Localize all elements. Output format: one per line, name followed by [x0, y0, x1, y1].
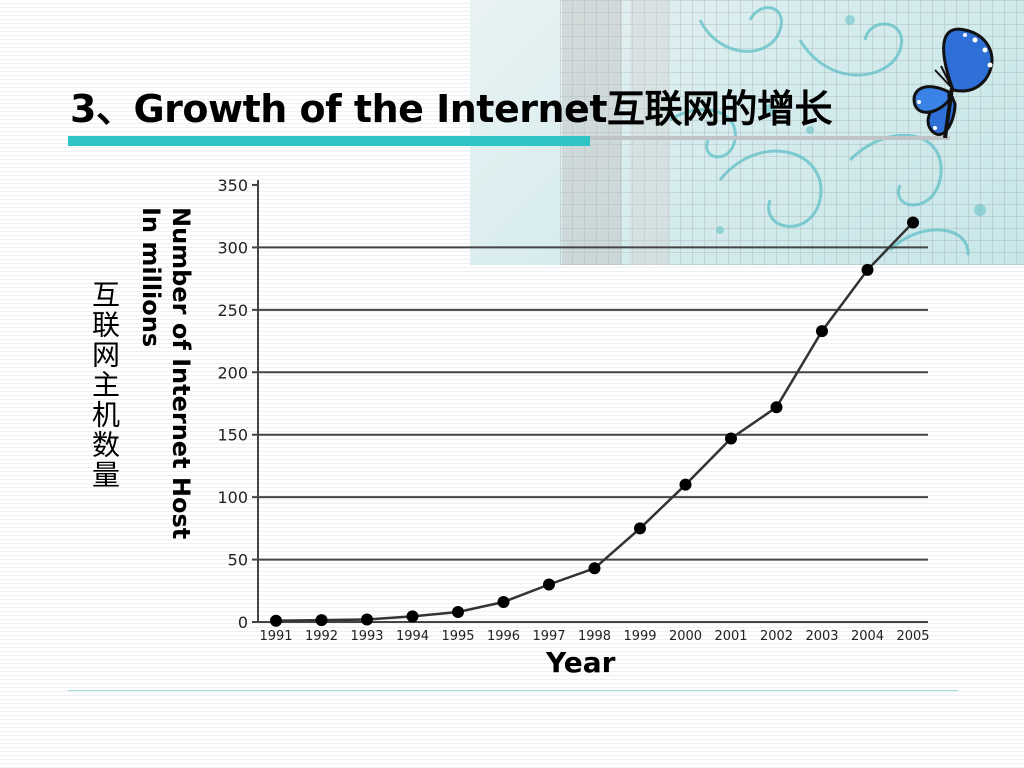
x-tick-label: 1999 — [623, 629, 656, 644]
x-tick-label: 2002 — [760, 629, 793, 644]
x-tick-label: 1995 — [441, 629, 474, 644]
data-point — [861, 263, 874, 276]
data-point — [725, 432, 737, 445]
data-point — [452, 606, 464, 619]
data-point — [770, 401, 783, 414]
y-tick-label: 300 — [217, 238, 248, 257]
y-tick-label: 0 — [238, 613, 248, 632]
y-tick-label: 100 — [217, 488, 248, 507]
data-point — [497, 596, 510, 609]
y-tick-label: 250 — [217, 301, 248, 320]
y-axis-label-line2: In millions — [137, 207, 165, 348]
x-tick-label: 2004 — [851, 629, 884, 644]
title-underline — [68, 136, 590, 146]
bottom-divider — [68, 690, 958, 691]
y-tick-label: 50 — [228, 551, 248, 570]
decorative-strip — [630, 0, 670, 265]
data-point — [679, 478, 692, 491]
x-tick-label: 2000 — [669, 629, 702, 644]
x-tick-label: 2005 — [896, 629, 929, 644]
line-chart: 0 50 100 150 200 250 300 350 1991 1992 1993 1994 199… — [217, 176, 929, 644]
data-point — [588, 562, 601, 575]
data-point — [816, 325, 828, 338]
x-tick-label: 1993 — [350, 629, 383, 644]
x-tick-label: 1997 — [532, 629, 565, 644]
y-tick-label: 200 — [217, 363, 248, 382]
data-point — [907, 216, 919, 229]
data-point — [543, 578, 555, 591]
butterfly-icon — [912, 27, 994, 139]
x-tick-label: 2001 — [714, 629, 747, 644]
decorative-strip — [562, 0, 622, 265]
slide-title: 3、Growth of the Internet互联网的增长 — [70, 87, 832, 131]
data-point — [361, 613, 373, 626]
y-tick-label: 350 — [217, 176, 248, 195]
y-axis-label: Number of Internet Host In millions — [132, 207, 196, 602]
title-underline-grey — [590, 136, 950, 140]
x-axis-label: Year — [546, 646, 616, 679]
y-axis-label-chinese: 互联网主机数量 — [88, 280, 121, 490]
x-tick-label: 1996 — [487, 629, 520, 644]
data-point — [634, 522, 646, 535]
x-tick-label: 1991 — [259, 629, 292, 644]
data-point — [270, 614, 282, 627]
x-tick-label: 1994 — [396, 629, 429, 644]
y-tick-label: 150 — [217, 426, 248, 445]
y-axis-label-line1: Number of Internet Host — [167, 207, 195, 540]
data-point — [406, 610, 419, 623]
x-tick-label: 2003 — [805, 629, 838, 644]
series-line — [275, 221, 914, 623]
data-point — [315, 614, 328, 627]
x-tick-label: 1992 — [305, 629, 338, 644]
x-tick-label: 1998 — [578, 629, 611, 644]
